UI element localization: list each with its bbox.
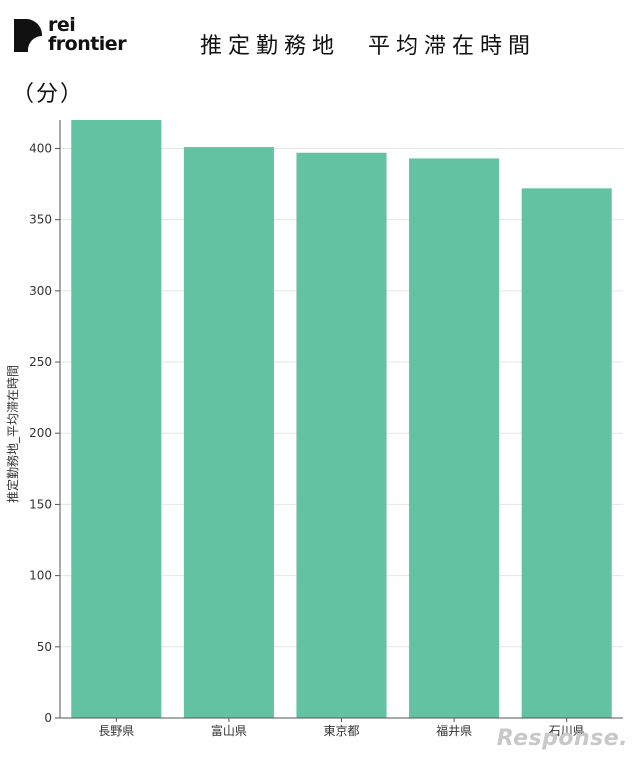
y-tick-label: 250	[29, 355, 52, 369]
chart-title: 推定勤務地 平均滞在時間	[200, 34, 537, 59]
logo-line-1: rei	[48, 14, 76, 36]
bars	[71, 120, 612, 719]
bar	[183, 147, 274, 719]
y-tick-label: 350	[29, 213, 52, 227]
x-category-label: 福井県	[436, 723, 472, 738]
bar	[409, 158, 500, 718]
y-tick-label: 0	[44, 711, 52, 725]
x-category-label: 長野県	[98, 724, 134, 738]
y-axis-label: 推定勤務地_平均滞在時間	[5, 365, 20, 503]
y-tick-label: 400	[29, 141, 52, 155]
logo-text: rei frontier	[48, 14, 127, 55]
y-tick-label: 50	[37, 640, 52, 654]
logo-line-2: frontier	[48, 33, 127, 55]
x-category-label: 富山県	[211, 723, 247, 738]
bar	[71, 120, 162, 718]
y-tick-label: 150	[29, 497, 52, 511]
x-category-label: 東京都	[323, 724, 359, 738]
brand-logo: rei frontier	[14, 16, 134, 56]
watermark: Response.	[496, 726, 628, 751]
bar	[296, 152, 387, 718]
labels: 0 50 100 150 200 250 300 350 400 長野県 富山県 東京都 福井県 石川県 推…	[5, 141, 585, 738]
y-tick-label: 200	[29, 426, 52, 440]
bar	[521, 188, 612, 719]
x-category-label: 石川県	[549, 724, 585, 738]
y-tick-label: 100	[29, 569, 52, 583]
y-tick-label: 300	[29, 284, 52, 298]
axes	[55, 120, 623, 722]
unit-label: （分）	[12, 82, 85, 107]
logo-mark-icon	[14, 19, 42, 52]
